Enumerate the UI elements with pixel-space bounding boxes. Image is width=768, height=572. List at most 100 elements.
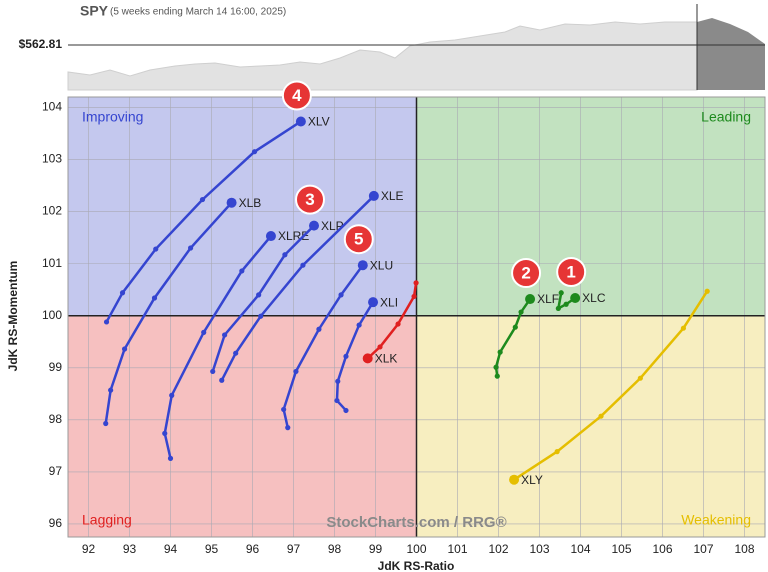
y-tick-label: 99 — [49, 360, 63, 374]
tail-point — [343, 407, 349, 414]
y-tick-label: 97 — [49, 464, 63, 478]
tail-head — [368, 297, 379, 308]
y-tick-label: 104 — [42, 100, 62, 114]
tail-point — [222, 332, 228, 338]
tail-point — [187, 245, 194, 251]
callout-badge — [281, 80, 312, 111]
x-tick-label: 99 — [369, 542, 383, 556]
x-tick-label: 95 — [205, 542, 219, 556]
tail-point — [377, 344, 383, 350]
tail-point — [338, 292, 344, 298]
callout-number: 4 — [292, 86, 302, 105]
quadrant — [416, 97, 765, 316]
quadrant — [68, 97, 417, 316]
tail-point — [637, 375, 643, 381]
tail-point — [108, 387, 114, 393]
x-tick-label: 103 — [529, 542, 549, 556]
tail-point — [493, 364, 499, 370]
tail-point — [256, 292, 262, 298]
quadrant-label: Improving — [82, 109, 143, 125]
tail-point — [395, 321, 401, 327]
tail-point — [103, 420, 109, 427]
tail-point — [251, 149, 258, 155]
tail-head — [525, 294, 536, 305]
quadrant — [416, 315, 765, 537]
tail-head — [309, 220, 319, 231]
tail-line — [105, 120, 302, 323]
y-tick-label: 101 — [42, 256, 62, 270]
x-tick-label: 96 — [246, 542, 260, 556]
tail-point — [210, 368, 216, 375]
tail-head — [357, 260, 368, 271]
x-tick-label: 100 — [406, 542, 426, 556]
tail-point — [293, 368, 299, 375]
series-label: XLE — [381, 189, 404, 203]
tail-point — [554, 449, 560, 455]
tail-point — [335, 378, 341, 384]
price-area — [67, 21, 698, 91]
callout-number: 1 — [566, 262, 575, 281]
tail-point — [558, 290, 564, 296]
tail-point — [281, 406, 287, 413]
tail-point — [334, 397, 340, 404]
series-label: XLV — [308, 115, 330, 129]
y-tick-label: 103 — [42, 152, 62, 166]
callout-number: 2 — [521, 264, 530, 283]
tail-head — [226, 197, 237, 208]
y-tick-label: 102 — [42, 204, 62, 218]
tail-head — [570, 292, 581, 303]
tail-point — [201, 329, 207, 335]
tail-point — [167, 455, 174, 461]
tail-point — [563, 301, 569, 307]
tail-point — [300, 262, 306, 268]
quadrant-label: Leading — [701, 109, 751, 125]
tail-point — [598, 413, 604, 419]
x-tick-label: 108 — [734, 542, 754, 556]
tail-point — [680, 325, 687, 331]
x-tick-label: 98 — [328, 542, 342, 556]
tail-line — [282, 264, 364, 428]
tail-line — [163, 235, 272, 459]
callout-number: 5 — [354, 230, 363, 249]
quadrant-label: Weakening — [681, 512, 751, 528]
x-tick-label: 107 — [693, 542, 713, 556]
x-tick-label: 106 — [652, 542, 672, 556]
plot: 92 93 94 95 96 97 98 99 100 101 102 103 104 105 106 107… — [42, 80, 766, 556]
tail-point — [512, 324, 518, 330]
tail-point — [518, 309, 524, 315]
series-label: XLK — [375, 352, 398, 366]
series-label: XLU — [370, 258, 393, 272]
x-tick-label: 92 — [82, 542, 96, 556]
tail-point — [199, 196, 206, 203]
x-tick-label: 102 — [488, 542, 508, 556]
tail-line — [513, 290, 709, 481]
tail-point — [285, 425, 291, 431]
y-tick-label: 100 — [42, 308, 62, 322]
callout-number: 3 — [305, 190, 314, 209]
series-label: XLB — [239, 196, 262, 210]
tail-point — [233, 350, 239, 356]
tail-point — [258, 313, 264, 319]
tail-point — [169, 392, 175, 398]
tail-point — [343, 353, 349, 359]
quadrant — [68, 315, 417, 537]
subtitle: (5 weeks ending March 14 16:00, 2025) — [110, 7, 286, 18]
x-tick-label: 105 — [611, 542, 631, 556]
series-label: XLP — [321, 219, 344, 233]
x-tick-label: 104 — [570, 542, 590, 556]
tail-head — [362, 353, 373, 364]
series-label: XLC — [582, 291, 606, 305]
tail-point — [497, 349, 503, 355]
tail-point — [153, 246, 159, 252]
title: SPY — [80, 3, 109, 19]
plot-border — [67, 96, 766, 538]
tail-point — [239, 268, 245, 274]
x-tick-label: 101 — [447, 542, 467, 556]
series-label: XLF — [537, 292, 559, 306]
tail-head — [295, 116, 306, 127]
series-label: XLI — [380, 295, 398, 309]
x-tick-label: 97 — [287, 542, 301, 556]
tail-point — [282, 252, 288, 258]
tail-point — [219, 377, 225, 383]
